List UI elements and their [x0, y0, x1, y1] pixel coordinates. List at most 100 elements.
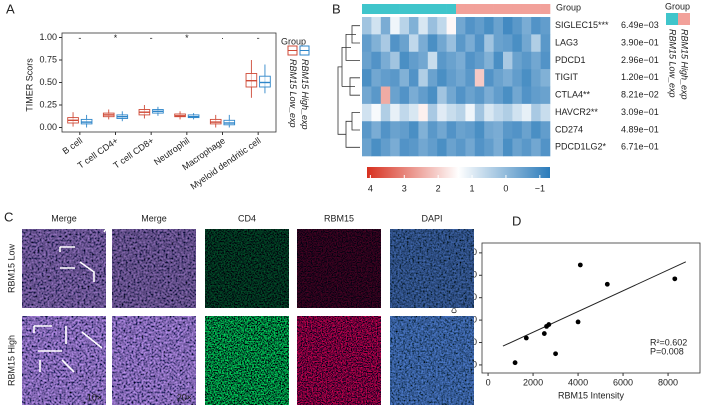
heat-cell [362, 103, 372, 122]
y-tick-label: 0.50 [39, 77, 57, 87]
y-tick-label: 0.25 [39, 99, 57, 109]
row-label: PDCD1LG2* [555, 142, 607, 152]
panel-label: A [6, 1, 15, 16]
column-header: Merge [51, 213, 77, 223]
micrograph [205, 316, 289, 405]
heat-cell [427, 34, 438, 53]
column-header: RBM15 [324, 213, 354, 223]
row-label: CD274 [555, 124, 583, 134]
panel-label: B [332, 1, 341, 16]
group-cell [521, 4, 532, 14]
p-value: 3.90e−01 [621, 37, 659, 47]
heat-cell [531, 69, 541, 87]
significance: - [150, 33, 153, 43]
heat-cell [456, 17, 466, 35]
p-value: 6.71e−01 [621, 142, 659, 152]
group-cell [380, 4, 391, 14]
group-cell [512, 4, 523, 14]
heat-cell [531, 86, 541, 105]
micrograph [112, 316, 196, 405]
y-axis-label: TIMER Scors [24, 58, 34, 112]
heat-cell [512, 69, 523, 87]
heat-cell [446, 86, 457, 105]
point [523, 335, 529, 341]
heat-cell [484, 34, 494, 53]
heat-cell [456, 86, 466, 105]
p-value: 6.49e−03 [621, 20, 659, 30]
plot-frame [61, 32, 277, 133]
row-label: SIGLEC15*** [555, 20, 609, 30]
group-label: Group [556, 2, 581, 12]
significance: · [221, 33, 224, 43]
legend-label: RBM15 High_exp [300, 59, 310, 130]
point [541, 331, 547, 336]
point [577, 262, 583, 268]
heat-cell [371, 121, 382, 139]
heat-cell [418, 34, 429, 53]
colorbar-tick-label: 2 [436, 183, 441, 193]
heat-cell [540, 121, 551, 139]
heat-cell [446, 51, 457, 70]
heat-cell [521, 69, 532, 87]
heat-cell [399, 103, 410, 122]
heat-cell [418, 86, 429, 105]
heat-cell [409, 138, 419, 157]
group-cell [484, 4, 494, 14]
heat-cell [531, 138, 541, 157]
x-tick-label: 6000 [613, 377, 633, 387]
heat-cell [418, 69, 429, 87]
significance: * [185, 33, 189, 43]
heat-cell [380, 86, 391, 105]
heat-cell [493, 103, 504, 122]
magnification: 10× [87, 392, 102, 402]
heat-cell [503, 34, 513, 53]
heat-cell [484, 17, 494, 35]
point [672, 276, 678, 282]
significance: - [78, 33, 81, 43]
heat-cell [521, 86, 532, 105]
heat-cell [399, 138, 410, 157]
group-cell [540, 4, 551, 14]
heat-cell [409, 51, 419, 70]
panel-label: C [4, 209, 13, 224]
point [546, 322, 552, 327]
heat-cell [474, 17, 485, 35]
heat-cell [446, 121, 457, 139]
group-cell [493, 4, 504, 14]
heat-cell [380, 138, 391, 157]
heat-cell [446, 103, 457, 122]
heat-cell [409, 69, 419, 87]
row-label: RBM15 High [6, 335, 16, 386]
heat-cell [390, 34, 400, 53]
heat-cell [512, 121, 523, 139]
y-tick-label: 0.75 [39, 54, 57, 64]
heat-cell [465, 103, 476, 122]
heat-cell [503, 51, 513, 70]
heat-cell [456, 51, 466, 70]
heat-cell [465, 69, 476, 87]
x-tick-label: B cell [61, 135, 85, 156]
group-cell [474, 4, 485, 14]
heat-cell [371, 86, 382, 105]
row-label: HAVCR2** [555, 107, 598, 117]
heat-cell [399, 51, 410, 70]
column-header: Merge [141, 213, 167, 223]
micrograph [112, 229, 196, 308]
heat-cell [540, 103, 551, 122]
row-label: RBM15 Low [6, 243, 16, 293]
group-cell [399, 4, 410, 14]
heat-cell [362, 86, 372, 105]
heat-cell [456, 121, 466, 139]
heat-cell [380, 69, 391, 87]
x-tick-label: T cell CD8+ [111, 135, 155, 170]
heat-cell [362, 138, 372, 157]
heat-cell [362, 34, 372, 53]
heat-cell [540, 86, 551, 105]
heat-cell [390, 138, 400, 157]
heat-cell [399, 121, 410, 139]
row-label: CTLA4** [555, 90, 591, 100]
heat-cell [484, 51, 494, 70]
colorbar-tick-label: 1 [470, 183, 475, 193]
heat-cell [362, 121, 372, 139]
